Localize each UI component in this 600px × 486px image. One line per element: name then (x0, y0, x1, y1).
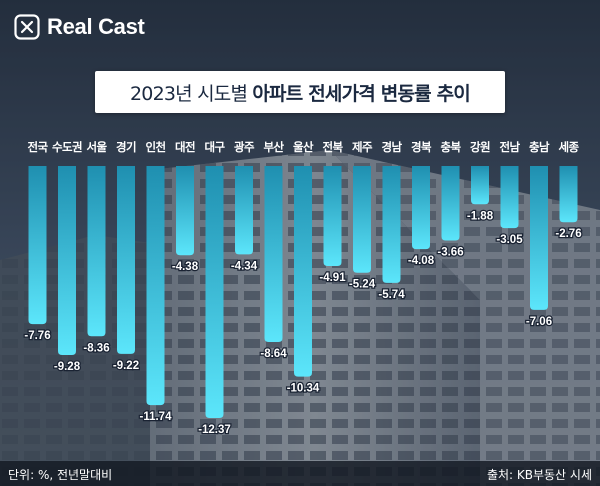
bar (146, 166, 165, 406)
value-label: -7.76 (24, 330, 50, 342)
category-label: 대전 (175, 140, 195, 154)
value-label: -11.74 (140, 411, 173, 423)
value-label: -1.88 (467, 210, 494, 222)
category-label: 서울 (87, 140, 108, 154)
bar (412, 166, 430, 250)
bar (441, 166, 460, 241)
real-cast-logo: Real Cast (14, 14, 145, 40)
category-label: 부산 (264, 140, 285, 154)
bar (559, 166, 578, 223)
category-label: 광주 (234, 140, 255, 154)
value-label: -4.08 (408, 255, 435, 267)
value-label: -3.66 (437, 247, 463, 259)
chart-title-light: 2023년 시도별 (130, 82, 253, 105)
unit-note: 단위: %, 전년말대비 (8, 468, 113, 482)
value-label: -4.91 (319, 272, 346, 284)
chart-title-box: 2023년 시도별 아파트 전세가격 변동률 추이 (95, 71, 505, 113)
category-label: 강원 (470, 140, 490, 154)
chart-title: 2023년 시도별 아파트 전세가격 변동률 추이 (130, 79, 471, 106)
category-label: 경남 (382, 140, 403, 154)
bar (235, 166, 253, 255)
bar (264, 166, 283, 343)
value-label: -4.34 (231, 260, 258, 272)
bar (87, 166, 106, 337)
value-label: -5.24 (349, 279, 376, 291)
value-label: -8.64 (260, 348, 287, 360)
value-label: -7.06 (526, 316, 552, 328)
value-label: -9.28 (54, 361, 81, 373)
value-label: -12.37 (198, 424, 231, 436)
value-label: -4.38 (172, 261, 199, 273)
bar (323, 166, 342, 267)
chart-title-bold: 아파트 전세가격 변동률 추이 (252, 82, 470, 105)
category-label: 전북 (323, 140, 344, 154)
category-label: 대구 (205, 140, 226, 154)
value-label: -8.36 (83, 342, 109, 354)
bar (205, 166, 224, 418)
value-label: -9.22 (113, 360, 139, 372)
source-note: 출처: KB부동산 시세 (486, 468, 592, 482)
bar (176, 166, 194, 256)
category-label: 수도권 (52, 140, 82, 154)
bar (294, 166, 312, 377)
category-label: 전남 (500, 140, 521, 154)
category-label: 충남 (529, 140, 550, 154)
category-label: 경기 (116, 140, 136, 154)
footer-bar: 단위: %, 전년말대비 출처: KB부동산 시세 (0, 461, 600, 486)
bar (117, 166, 135, 354)
category-label: 세종 (559, 140, 580, 154)
category-label: 제주 (352, 140, 373, 154)
logo-text: Real Cast (47, 14, 145, 39)
category-label: 전국 (28, 140, 49, 154)
value-label: -3.05 (496, 234, 523, 246)
bar (353, 166, 371, 273)
value-label: -2.76 (555, 228, 581, 240)
category-label: 인천 (146, 140, 166, 154)
category-label: 경북 (411, 140, 432, 154)
bar (500, 166, 519, 229)
bar (28, 166, 47, 325)
real-cast-logo-icon (14, 14, 40, 40)
value-label: -5.74 (378, 289, 405, 301)
category-label: 울산 (293, 140, 314, 154)
category-label: 충북 (441, 140, 462, 154)
bar (471, 166, 489, 205)
bar (382, 166, 401, 283)
bar (530, 166, 548, 310)
bar (58, 166, 76, 356)
value-label: -10.34 (287, 383, 320, 395)
